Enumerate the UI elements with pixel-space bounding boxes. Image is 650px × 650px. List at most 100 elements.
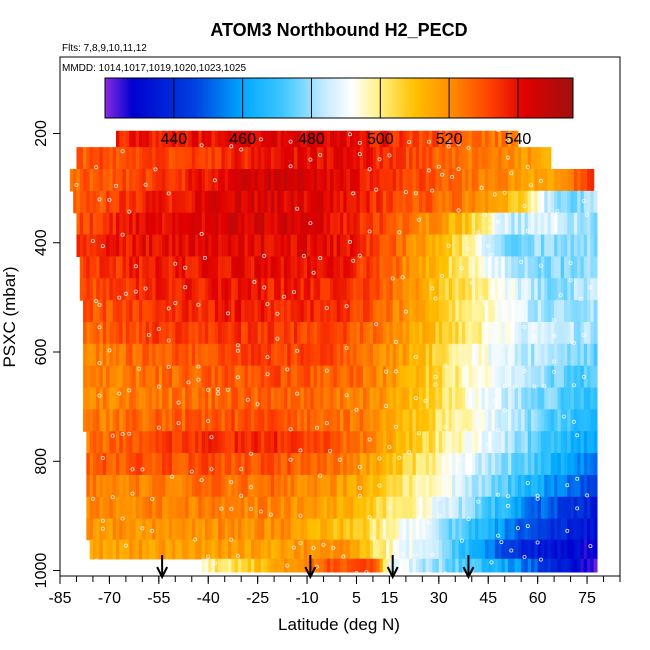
heatmap-cell [188, 256, 193, 279]
heatmap-cell [96, 409, 101, 432]
heatmap-cell [343, 343, 348, 367]
heatmap-cell [237, 387, 242, 410]
heatmap-cell [494, 256, 499, 279]
heatmap-cell [92, 212, 97, 236]
heatmap-cell [178, 147, 183, 170]
heatmap-cell [204, 387, 209, 410]
heatmap-cell [237, 431, 242, 454]
sample-point [291, 289, 296, 294]
heatmap-cell [129, 409, 134, 432]
heatmap-cell [468, 496, 473, 520]
heatmap-cell [244, 453, 249, 476]
heatmap-cell [537, 431, 542, 454]
heatmap-cell [534, 256, 539, 279]
heatmap-cell [405, 431, 410, 454]
heatmap-cell [560, 558, 565, 573]
heatmap-cell [425, 256, 430, 279]
heatmap-cell [323, 539, 328, 560]
heatmap-cell [204, 234, 209, 257]
heatmap-cell [428, 147, 433, 170]
heatmap-cell [280, 496, 285, 520]
sample-point [143, 182, 148, 187]
heatmap-cell [148, 496, 153, 520]
heatmap-cell [290, 409, 295, 432]
heatmap-cell [531, 234, 535, 257]
heatmap-cell [333, 256, 338, 279]
heatmap-cell [484, 168, 489, 192]
heatmap-cell [534, 496, 539, 520]
heatmap-cell [185, 300, 190, 323]
x-tick-label: 75 [578, 590, 596, 607]
heatmap-cell [372, 387, 377, 410]
heatmap-cell [125, 496, 130, 520]
heatmap-cell [267, 496, 272, 520]
heatmap-cell [349, 168, 354, 192]
heatmap-cell [201, 558, 206, 573]
heatmap-cell [419, 256, 423, 279]
heatmap-cell [560, 190, 565, 214]
heatmap-cell [165, 474, 170, 498]
sample-point [565, 483, 570, 488]
heatmap-cell [524, 168, 529, 192]
heatmap-cell [129, 343, 134, 367]
sample-point [555, 209, 560, 214]
sample-point [512, 384, 517, 389]
heatmap-cell [96, 474, 101, 498]
heatmap-cell [468, 453, 473, 476]
heatmap-cell [277, 518, 282, 541]
heatmap-cell [340, 130, 344, 148]
heatmap-cell [356, 300, 361, 323]
heatmap-cell [231, 431, 236, 454]
heatmap-cell [488, 453, 493, 476]
heatmap-cell [471, 343, 476, 367]
heatmap-cell [567, 256, 572, 279]
heatmap-cell [280, 518, 285, 541]
heatmap-cell [501, 409, 506, 432]
heatmap-cell [89, 343, 94, 367]
heatmap-cell [221, 190, 226, 214]
sample-point [387, 506, 392, 511]
heatmap-cell [570, 387, 575, 410]
heatmap-cell [372, 147, 377, 170]
heatmap-cell [412, 496, 417, 520]
heatmap-cell [379, 431, 384, 454]
heatmap-cell [102, 321, 107, 345]
sample-point [469, 280, 474, 285]
heatmap-cell [484, 256, 489, 279]
heatmap-cell [287, 256, 292, 279]
heatmap-cell [455, 212, 460, 236]
heatmap-cell [270, 300, 275, 323]
heatmap-cell [468, 343, 473, 367]
heatmap-cell [415, 234, 420, 257]
heatmap-cell [89, 387, 94, 410]
heatmap-cell [336, 474, 341, 498]
heatmap-cell [326, 496, 331, 520]
heatmap-cell [567, 496, 572, 520]
heatmap-cell [405, 558, 410, 573]
heatmap-cell [218, 474, 223, 498]
heatmap-cell [326, 387, 331, 410]
heatmap-cell [517, 496, 522, 520]
heatmap-cell [540, 234, 545, 257]
heatmap-cell [481, 474, 486, 498]
heatmap-cell [514, 190, 519, 214]
heatmap-cell [359, 453, 364, 476]
sample-point [357, 140, 362, 145]
heatmap-cell [260, 234, 265, 257]
heatmap-cell [277, 387, 282, 410]
heatmap-cell [514, 558, 519, 573]
heatmap-cell [116, 453, 120, 476]
heatmap-cell [376, 168, 381, 192]
heatmap-cell [237, 343, 242, 367]
heatmap-cell [158, 321, 163, 345]
heatmap-cell [501, 518, 506, 541]
heatmap-cell [287, 496, 292, 520]
heatmap-cell [106, 343, 111, 367]
heatmap-cell [119, 190, 124, 214]
sample-point [166, 191, 171, 196]
heatmap-cell [359, 147, 364, 170]
heatmap-cell [425, 387, 430, 410]
heatmap-cell [550, 190, 555, 214]
sample-point [482, 212, 487, 217]
heatmap-cell [524, 147, 529, 170]
